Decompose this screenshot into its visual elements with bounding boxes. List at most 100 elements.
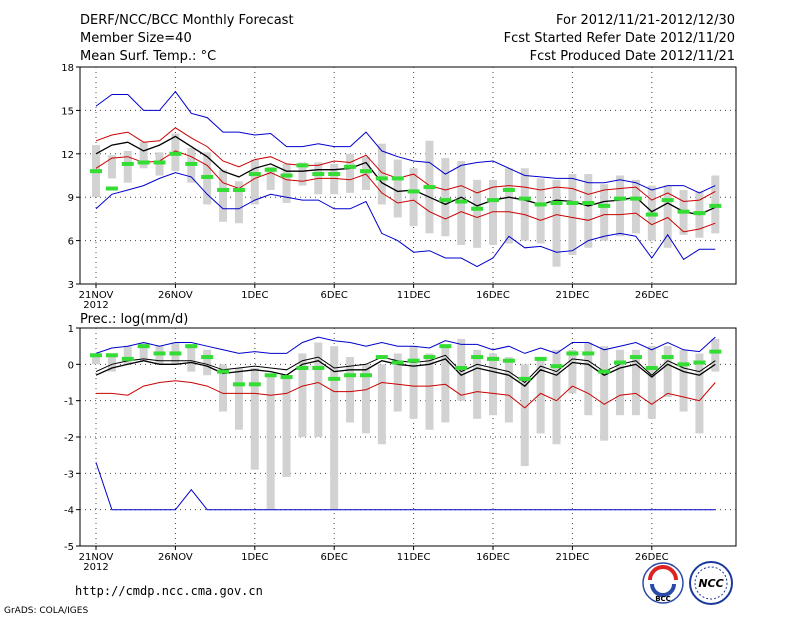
temp-median-mark (614, 196, 627, 201)
precip-xtick-label: 21DEC (556, 552, 590, 563)
temp-xtick-label: 11DEC (397, 290, 431, 301)
precip-median-mark (598, 369, 611, 374)
precip-median-mark (344, 373, 357, 378)
precip-spread-box (282, 375, 291, 477)
precip-ytick-label: -2 (64, 433, 74, 444)
precip-line-min (95, 462, 716, 511)
precip-median-mark (328, 376, 341, 381)
precip-spread-box (377, 364, 386, 445)
precip-spread-box (679, 349, 688, 412)
precip-spread-box (489, 353, 497, 416)
temp-spread-box (377, 143, 386, 205)
temp-xtick-label: 6DEC (321, 290, 348, 301)
temp-spread-box (600, 184, 609, 241)
precip-line-p90 (95, 354, 716, 384)
temp-spread-box (393, 159, 402, 218)
precip-median-mark (359, 373, 372, 378)
precip-ytick-label: -4 (64, 506, 74, 517)
precip-spread-box (425, 353, 434, 430)
footer-url[interactable]: http://cmdp.ncc.cma.gov.cn (75, 584, 263, 598)
temp-spread-box (409, 168, 418, 227)
precip-median-mark (661, 355, 674, 360)
temp-spread-box (123, 150, 132, 183)
precip-xtick-label: 1DEC (241, 552, 268, 563)
precip-median-mark (629, 355, 642, 360)
precip-median-mark (280, 375, 293, 380)
precip-ytick-label: 0 (68, 360, 74, 371)
precip-spread-box (504, 357, 513, 423)
precip-median-mark (375, 355, 388, 360)
precip-median-mark (264, 373, 277, 378)
precip-spread-box (663, 346, 672, 398)
temp-median-mark (645, 212, 658, 217)
precip-median-mark (518, 376, 531, 381)
temp-median-mark (375, 176, 388, 181)
temp-median-mark (487, 198, 499, 203)
temp-xtick-label: 21NOV (79, 290, 114, 301)
precip-spread-box (298, 353, 307, 437)
precip-spread-box (139, 342, 148, 361)
precip-ytick-label: -1 (64, 397, 74, 408)
precip-spread-box (203, 349, 212, 376)
precip-spread-box (473, 349, 482, 419)
precip-spread-box (552, 349, 561, 445)
precip-median-mark (614, 360, 627, 365)
temp-median-mark (598, 203, 611, 208)
temp-median-mark (629, 196, 642, 201)
temp-xtick-label: 21DEC (556, 290, 590, 301)
precip-median-mark (391, 360, 404, 365)
precip-xtick-label: 21NOV (79, 552, 114, 563)
precip-median-mark (566, 351, 579, 356)
precip-line-p10 (96, 380, 716, 409)
precip-spread-box (234, 367, 243, 430)
temp-median-mark (344, 164, 357, 169)
temp-median-mark (693, 211, 706, 216)
temp-spread-box (234, 181, 243, 224)
precip-median-mark (645, 365, 658, 370)
temp-spread-box (361, 156, 370, 190)
ncc-logo-text: NCC (698, 577, 723, 590)
precip-spread-box (409, 346, 418, 419)
temp-ytick-label: 12 (61, 150, 74, 161)
precip-xtick-label: 6DEC (321, 552, 348, 563)
precip-median-mark (487, 356, 499, 361)
precip-xtick-label: 16DEC (476, 552, 510, 563)
temp-median-mark (121, 161, 134, 166)
precip-median-mark (105, 353, 118, 358)
temp-spread-box (266, 166, 275, 190)
precip-spread-box (123, 346, 132, 365)
temp-line-p10 (95, 150, 716, 233)
temp-ytick-label: 3 (68, 280, 74, 291)
precip-median-mark (423, 355, 436, 360)
precip-median-mark (550, 364, 563, 369)
precip-median-mark (217, 369, 230, 374)
precip-ytick-label: -3 (64, 469, 74, 480)
temp-ytick-label: 9 (68, 193, 74, 204)
footer-credit: GrADS: COLA/IGES (4, 606, 88, 616)
precip-median-mark (455, 365, 468, 370)
temp-median-mark (248, 172, 261, 177)
temp-median-mark (423, 185, 436, 190)
precip-spread-box (584, 342, 593, 416)
temp-median-mark (153, 160, 166, 165)
temp-median-mark (661, 198, 674, 203)
header-period: For 2012/11/21-2012/12/30 (556, 13, 735, 28)
temp-median-mark (709, 203, 722, 208)
temp-median-mark (455, 199, 468, 204)
temp-spread-box (520, 168, 529, 241)
precip-ytick-label: 1 (68, 324, 74, 335)
temp-median-mark (90, 169, 102, 174)
precip-median-mark (534, 356, 547, 361)
precip-spread-box (711, 338, 720, 372)
precip-median-mark (248, 382, 261, 387)
temp-median-mark (264, 167, 277, 172)
precip-spread-box (314, 342, 323, 437)
temp-xtick-label: 16DEC (476, 290, 510, 301)
precip-spread-box (187, 346, 196, 372)
temp-median-mark (471, 206, 484, 211)
precip-median-mark (312, 365, 325, 370)
header-variable: Mean Surf. Temp.: °C (80, 49, 216, 64)
temp-xtick-label: 26NOV (158, 290, 193, 301)
temp-median-mark (296, 163, 309, 168)
